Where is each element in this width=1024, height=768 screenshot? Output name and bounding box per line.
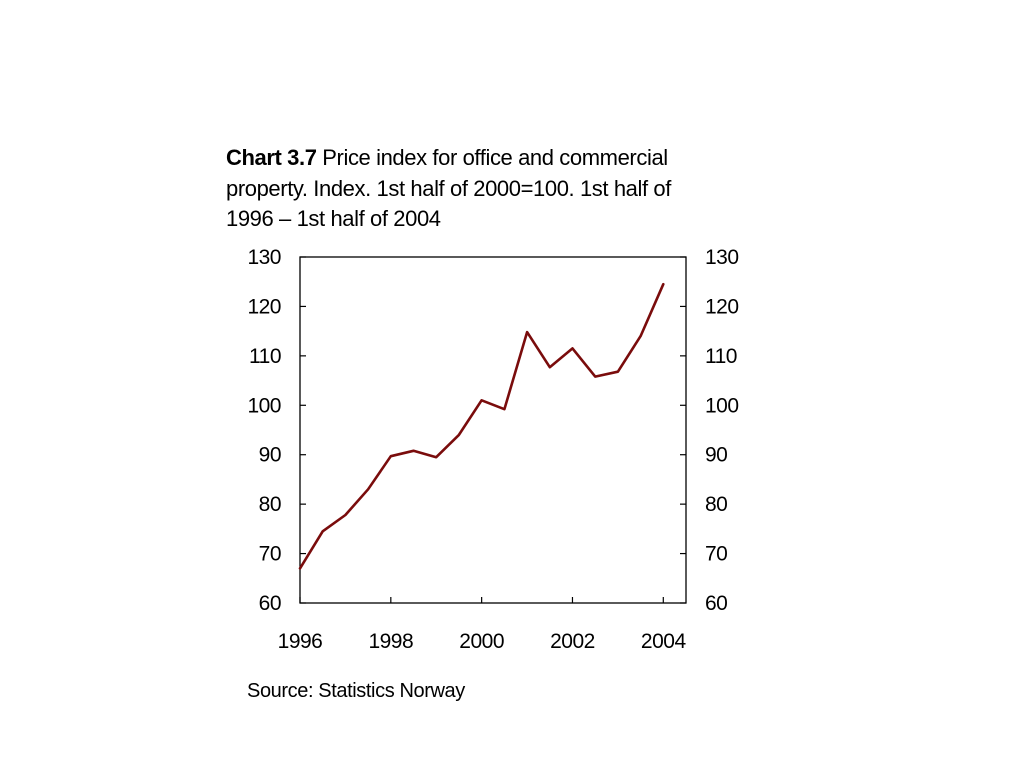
series-line (298, 282, 665, 570)
y-tick-label-right: 100 (705, 394, 739, 417)
y-tick-label-right: 70 (705, 543, 727, 566)
y-tick-label-left: 130 (247, 246, 281, 269)
y-tick-label-right: 90 (705, 444, 727, 467)
y-tick-label-right: 80 (705, 493, 727, 516)
ticks-layer (299, 256, 686, 604)
series-layer (298, 282, 665, 570)
y-tick-label-left: 110 (249, 345, 281, 368)
y-tick-label-right: 60 (705, 592, 727, 615)
y-tick-label-left: 120 (247, 295, 281, 318)
x-tick-label: 2002 (550, 630, 595, 653)
tick-labels-layer: 60 60 70 70 80 80 90 90 100 100 110 110 120 120 130 130… (247, 246, 739, 653)
y-tick-label-left: 80 (259, 493, 281, 516)
x-tick-label: 1996 (278, 630, 323, 653)
y-tick-label-left: 70 (259, 543, 281, 566)
source-note: Source: Statistics Norway (247, 680, 465, 702)
y-tick-label-right: 130 (705, 246, 739, 269)
x-tick-label: 2000 (459, 630, 504, 653)
y-tick-label-right: 120 (705, 295, 739, 318)
plot-frame (299, 256, 687, 604)
y-tick-label-left: 90 (259, 444, 281, 467)
chart-title-lead: Chart 3.7 (226, 145, 317, 170)
x-tick-label: 1998 (368, 630, 413, 653)
chart-title-text: Price index for office and commercial pr… (226, 145, 671, 231)
x-tick-label: 2004 (641, 630, 687, 653)
y-tick-label-left: 100 (247, 394, 281, 417)
y-tick-label-right: 110 (705, 345, 737, 368)
y-tick-label-left: 60 (259, 592, 281, 615)
chart-title: Chart 3.7 Price index for office and com… (226, 143, 696, 235)
